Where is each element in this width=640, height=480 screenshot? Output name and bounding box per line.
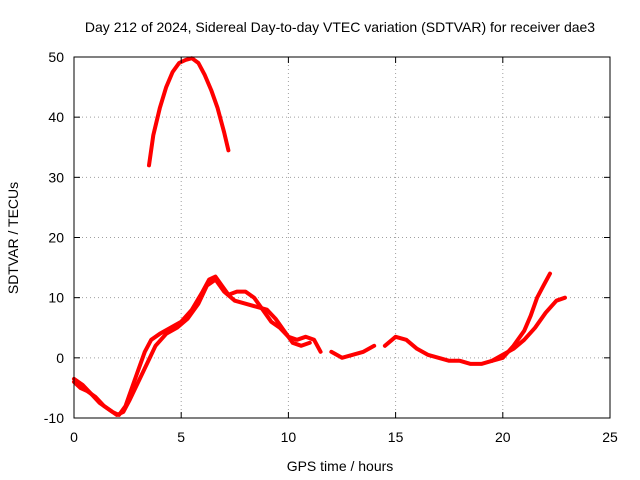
x-tick-label: 25 (602, 429, 618, 445)
series-arc-1b (72, 277, 312, 417)
x-tick-label: 10 (281, 429, 297, 445)
y-tick-label: 30 (48, 169, 64, 185)
y-tick-label: 20 (48, 230, 64, 246)
y-axis-label: SDTVAR / TECUs (5, 182, 21, 294)
y-tick-label: 0 (56, 350, 64, 366)
x-axis-label: GPS time / hours (287, 458, 394, 474)
series-arc-3 (329, 343, 377, 360)
y-tick-label: 40 (48, 109, 64, 125)
y-tick-label: 50 (48, 49, 64, 65)
series-arc-4 (382, 295, 567, 366)
x-tick-label: 5 (177, 429, 185, 445)
y-tick-label: 10 (48, 290, 64, 306)
y-tick-label: -10 (44, 410, 64, 426)
data-series (72, 56, 567, 417)
x-tick-label: 15 (388, 429, 404, 445)
series-arc-5 (490, 271, 552, 363)
chart-title: Day 212 of 2024, Sidereal Day-to-day VTE… (85, 19, 595, 35)
series-arc-2 (147, 56, 231, 168)
x-tick-label: 20 (495, 429, 511, 445)
x-tick-label: 0 (70, 429, 78, 445)
axis-ticks: 0 5 10 15 20 25 -10 0 10 20 30 40 50 (44, 49, 618, 445)
grid-lines (74, 57, 610, 418)
